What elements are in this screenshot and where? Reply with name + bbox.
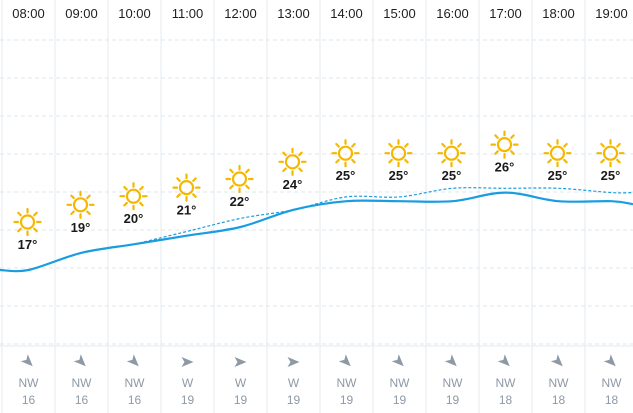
feels-like-line [134,187,633,245]
wind-speed: 18 [605,393,619,407]
temperature-label: 25° [548,168,568,183]
sun-icon [490,130,519,159]
hour-column: 10:00 20° NW 16 [118,6,151,407]
temperature-label: 17° [18,237,38,252]
wind-direction: NW [19,376,40,390]
time-label: 15:00 [383,6,416,21]
hour-column: 12:00 22° W 19 [224,6,257,407]
hour-column: 19:00 25° NW 18 [595,6,628,407]
time-label: 11:00 [172,6,204,21]
sun-icon [119,182,148,211]
wind-arrow-icon [126,354,139,367]
wind-arrow-icon [287,357,300,367]
sun-icon [543,139,572,168]
hour-column: 15:00 25° NW 19 [383,6,416,407]
wind-speed: 16 [75,393,89,407]
temperature-label: 21° [177,203,197,218]
temperature-label: 25° [601,168,621,183]
time-label: 17:00 [489,6,522,21]
hour-column: 16:00 25° NW 19 [436,6,469,407]
hour-column: 09:00 19° NW 16 [65,6,98,407]
wind-direction: NW [496,376,517,390]
temperature-line [0,191,633,273]
wind-speed: 18 [552,393,566,407]
sun-icon [13,207,42,237]
time-label: 13:00 [277,6,310,21]
wind-direction: NW [443,376,464,390]
wind-direction: NW [125,376,146,390]
wind-arrow-icon [234,357,247,367]
wind-speed: 19 [393,393,407,407]
wind-arrow-icon [20,354,33,367]
wind-direction: W [288,376,300,390]
hour-column: 18:00 25° NW 18 [542,6,575,407]
wind-arrow-icon [73,354,86,367]
temperature-label: 25° [442,168,462,183]
temperature-label: 19° [71,220,91,235]
sun-icon [66,190,95,219]
time-label: 14:00 [330,6,363,21]
wind-direction: NW [337,376,358,390]
wind-direction: NW [390,376,411,390]
wind-speed: 18 [499,393,513,407]
time-label: 10:00 [118,6,151,21]
time-label: 18:00 [542,6,575,21]
wind-arrow-icon [338,354,351,367]
wind-speed: 16 [22,393,36,407]
wind-arrow-icon [391,354,404,367]
sun-icon [596,139,625,168]
hour-column: 08:00 17° NW 16 [12,6,45,407]
hour-column: 11:00 21° W 19 [172,6,204,407]
wind-direction: NW [602,376,623,390]
temperature-label: 26° [495,160,515,175]
temperature-label: 20° [124,211,144,226]
temperature-label: 24° [283,177,303,192]
wind-speed: 16 [128,393,142,407]
sun-icon [384,139,413,168]
time-label: 16:00 [436,6,469,21]
temperature-label: 25° [336,168,356,183]
time-label: 19:00 [595,6,628,21]
wind-speed: 19 [446,393,460,407]
sun-icon [172,173,201,202]
sun-icon [437,139,466,168]
sun-icon [331,139,360,168]
wind-speed: 19 [340,393,354,407]
time-label: 08:00 [12,6,45,21]
wind-arrow-icon [550,354,563,367]
wind-speed: 19 [181,393,195,407]
wind-arrow-icon [603,354,616,367]
wind-direction: W [235,376,247,390]
wind-arrow-icon [444,354,457,367]
hour-column: 14:00 25° NW 19 [330,6,363,407]
wind-direction: W [182,376,194,390]
time-label: 09:00 [65,6,98,21]
wind-arrow-icon [181,357,194,367]
temperature-label: 22° [230,194,250,209]
hour-column: 17:00 26° NW 18 [489,6,522,407]
wind-speed: 19 [234,393,248,407]
temperature-label: 25° [389,168,409,183]
sun-icon [225,164,254,194]
wind-arrow-icon [497,354,510,367]
time-label: 12:00 [224,6,257,21]
hour-column: 13:00 24° W 19 [277,6,310,407]
wind-direction: NW [72,376,93,390]
sun-icon [278,147,307,176]
wind-direction: NW [549,376,570,390]
wind-speed: 19 [287,393,301,407]
